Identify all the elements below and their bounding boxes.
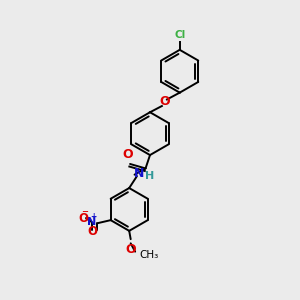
- Text: N: N: [87, 217, 97, 227]
- Text: O: O: [78, 212, 88, 225]
- Text: O: O: [122, 148, 133, 161]
- Text: N: N: [134, 167, 145, 180]
- Text: −: −: [81, 207, 88, 216]
- Text: CH₃: CH₃: [140, 250, 159, 260]
- Text: +: +: [91, 212, 97, 221]
- Text: O: O: [87, 225, 97, 238]
- Text: Cl: Cl: [175, 30, 186, 40]
- Text: O: O: [125, 243, 136, 256]
- Text: O: O: [159, 95, 169, 108]
- Text: H: H: [145, 171, 154, 181]
